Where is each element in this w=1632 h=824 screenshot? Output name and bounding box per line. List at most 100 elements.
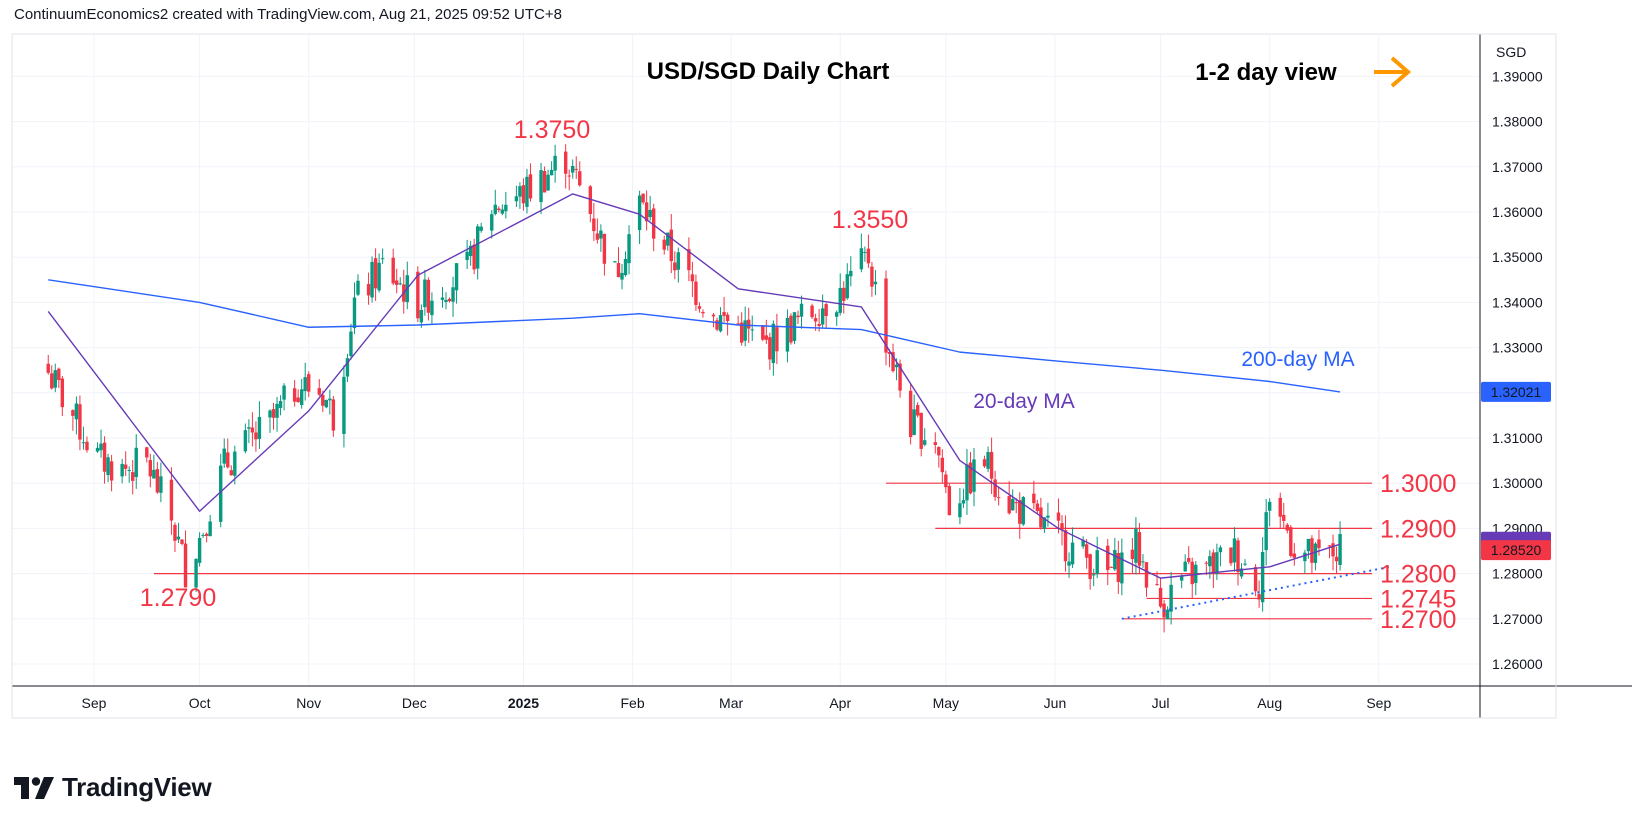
candle	[204, 532, 209, 543]
candle	[989, 437, 994, 494]
candle	[465, 239, 469, 270]
candle-body	[243, 430, 248, 452]
candle-body	[574, 168, 578, 170]
candle-body	[1060, 523, 1064, 530]
candles	[46, 144, 1342, 633]
candle-body	[891, 352, 895, 372]
candle-body	[764, 335, 769, 340]
price-axis[interactable]: SGD 1.39000 1.38000 1.37000 1.36000 1.35000 1.…	[1481, 44, 1551, 672]
candle-body	[1179, 575, 1184, 581]
candle-body	[521, 185, 526, 204]
candle-body	[479, 226, 483, 231]
candle-body	[919, 412, 923, 449]
candle	[356, 274, 360, 297]
candle	[1313, 542, 1318, 571]
tradingview-logo[interactable]: TradingView	[14, 772, 212, 803]
candle	[592, 203, 596, 241]
candle-body	[465, 251, 469, 261]
candle-body	[1310, 538, 1314, 563]
candle-body	[219, 465, 223, 522]
candle	[373, 248, 378, 301]
candle	[722, 296, 726, 323]
candle-body	[254, 432, 258, 440]
candle	[173, 522, 177, 553]
candle-body	[1046, 515, 1050, 518]
candle	[750, 315, 754, 342]
candle	[662, 235, 666, 255]
candle-body	[690, 274, 695, 282]
candle-body	[817, 323, 821, 326]
candle-body	[504, 204, 508, 212]
candle-body	[1088, 554, 1092, 580]
candle-body	[1289, 527, 1293, 556]
candle-body	[1011, 498, 1015, 511]
candle-body	[1130, 549, 1135, 560]
candle-body	[377, 262, 381, 291]
candle	[426, 277, 431, 321]
candle-body	[845, 274, 849, 299]
candle-body	[873, 281, 878, 285]
candle	[85, 436, 89, 453]
candle	[539, 162, 543, 215]
candle-body	[1285, 524, 1289, 531]
time-axis[interactable]: Sep Oct Nov Dec 2025 Feb Mar Apr May Jun Jul Aug Sep	[82, 695, 1392, 711]
candle-body	[134, 447, 138, 478]
candle	[278, 395, 283, 416]
candle	[250, 412, 255, 447]
candle	[299, 378, 304, 409]
candle-body	[859, 248, 864, 270]
tradingview-logo-text: TradingView	[62, 772, 212, 802]
candle-body	[1211, 552, 1216, 574]
candle-body	[887, 352, 892, 354]
candle-body	[644, 202, 649, 222]
time-tick-label: Jun	[1044, 695, 1067, 711]
time-tick-label: Sep	[1366, 695, 1391, 711]
candle	[1282, 502, 1286, 529]
candle-body	[567, 175, 571, 177]
candle-body	[761, 325, 765, 340]
candle	[78, 395, 82, 451]
view-label: 1-2 day view	[1195, 59, 1337, 86]
candle	[405, 261, 409, 310]
level-label: 1.2700	[1380, 606, 1456, 634]
candle-body	[204, 533, 209, 536]
candle-body	[637, 195, 642, 231]
candle-body	[398, 283, 402, 285]
candle-body	[454, 263, 459, 291]
candle	[859, 233, 864, 273]
candle	[567, 169, 571, 191]
candle	[1190, 557, 1194, 599]
candle-body	[588, 186, 593, 215]
candle	[447, 297, 452, 303]
candle	[824, 302, 828, 330]
candle	[739, 312, 744, 346]
candle-body	[395, 280, 399, 285]
candle-body	[824, 304, 828, 317]
candle-body	[1095, 550, 1099, 575]
candle	[972, 447, 976, 507]
candle-body	[514, 196, 519, 202]
candle-body	[229, 470, 233, 476]
candle	[549, 161, 554, 176]
price-tick-label: 1.26000	[1492, 656, 1543, 672]
candle-body	[380, 258, 385, 260]
candle	[398, 277, 402, 286]
candle-body	[965, 464, 969, 501]
candle	[370, 256, 374, 303]
candle-body	[430, 300, 434, 316]
candle-body	[613, 261, 617, 263]
candle-body	[884, 278, 888, 353]
candle-body	[1292, 553, 1297, 558]
candle-body	[106, 457, 110, 476]
candle-body	[1035, 503, 1040, 511]
time-tick-label: Feb	[620, 695, 644, 711]
candle-body	[785, 317, 790, 352]
time-tick-label: Dec	[402, 695, 427, 711]
candle	[546, 169, 550, 191]
candle-body	[982, 459, 987, 467]
candle-body	[1327, 545, 1332, 547]
candle-body	[747, 319, 751, 329]
candle	[574, 156, 578, 179]
